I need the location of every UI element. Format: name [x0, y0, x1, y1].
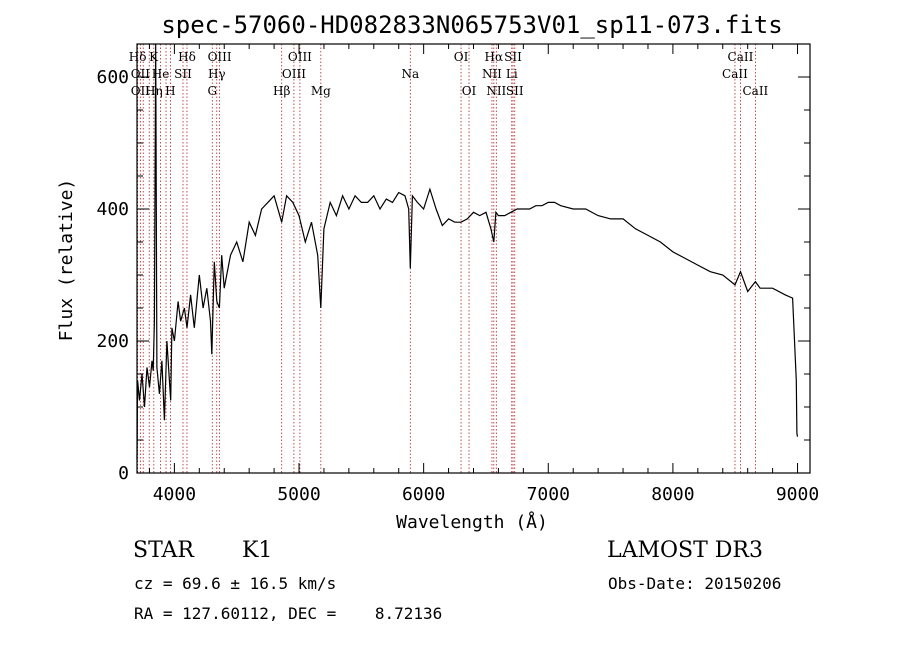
spectral-line-label: Hη [145, 84, 163, 98]
survey-name: LAMOST DR3 [607, 538, 763, 563]
x-tick-label: 9000 [776, 484, 819, 505]
x-tick-label: 5000 [277, 484, 320, 505]
redshift-cz: cz = 69.6 ± 16.5 km/s [134, 574, 337, 593]
spectral-line-label: G [207, 84, 217, 98]
x-axis-label: Wavelength (Å) [396, 511, 548, 533]
spectrum-line [136, 43, 799, 460]
spectral-line-label: SII [504, 50, 522, 64]
spectral-subclass: K1 [242, 538, 273, 563]
observation-date: Obs-Date: 20150206 [608, 574, 782, 593]
spectral-line-label: OII [131, 67, 151, 81]
coordinates: RA = 127.60112, DEC = 8.72136 [134, 604, 443, 623]
spectral-line-label: Mg [311, 84, 331, 98]
x-tick-label: 7000 [527, 484, 570, 505]
spectral-line-label: SII [174, 67, 192, 81]
spectral-line-label: Hδ [178, 50, 196, 64]
spectral-line-label: Hβ [273, 84, 290, 98]
spectral-line-label: NII [482, 67, 502, 81]
spectral-line-label: OII [131, 84, 151, 98]
chart-title: spec-57060-HD082833N065753V01_sp11-073.f… [161, 11, 782, 39]
x-axis-ticks: 4000 5000 6000 7000 8000 9000 [148, 44, 819, 505]
x-tick-label: 6000 [402, 484, 445, 505]
spectral-line-label: OI [454, 50, 469, 64]
spectral-line-label: Li [506, 67, 518, 81]
x-tick-label: 8000 [651, 484, 694, 505]
spectral-line-label: Hγ [208, 67, 226, 81]
spectral-line-label: NII [486, 84, 506, 98]
spectral-line-label: He [152, 67, 170, 81]
spectral-line-label: OIII [288, 50, 312, 64]
spectral-line-label: OIII [208, 50, 232, 64]
plot-frame [136, 43, 811, 474]
object-type: STAR [133, 538, 194, 563]
y-axis-label: Flux (relative) [56, 179, 77, 342]
spectral-line-label: SII [506, 84, 524, 98]
y-tick-label: 600 [96, 67, 129, 88]
y-tick-label: 400 [96, 199, 129, 220]
spectral-line-label: OI [462, 84, 477, 98]
y-axis-ticks: 0 200 400 600 [96, 43, 810, 484]
spectral-line-label: Hα [485, 50, 504, 64]
y-tick-label: 0 [118, 463, 129, 484]
x-tick-label: 4000 [153, 484, 196, 505]
spectral-line-label: CaII [722, 67, 748, 81]
y-tick-label: 200 [96, 331, 129, 352]
spectral-line-label: CaII [742, 84, 768, 98]
spectral-line-label: OIII [282, 67, 306, 81]
spectral-line-label: K [149, 50, 159, 64]
spectral-line-label: CaII [728, 50, 754, 64]
spectral-line-label: Na [401, 67, 419, 81]
spectral-line-label: Hδ [129, 50, 147, 64]
spectral-line-markers [137, 44, 756, 473]
spectral-line-label: H [165, 84, 175, 98]
